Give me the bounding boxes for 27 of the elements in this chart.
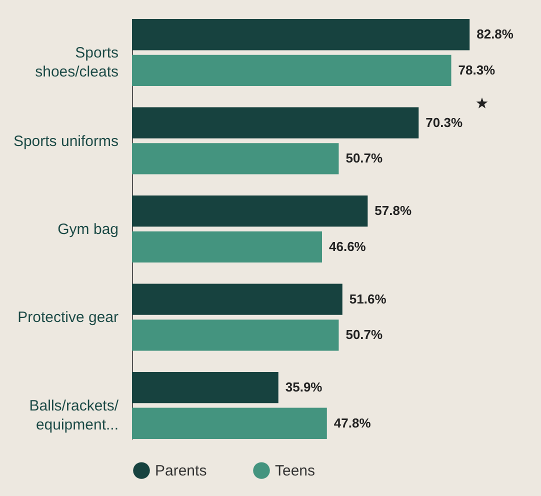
bar xyxy=(132,195,368,227)
y-tick-label: Sports shoes/cleats xyxy=(35,44,118,81)
bar xyxy=(132,372,278,404)
bar xyxy=(132,320,339,351)
data-label: 82.8% xyxy=(476,26,514,42)
data-label: 78.3% xyxy=(458,62,496,78)
data-label: 35.9% xyxy=(285,380,323,395)
y-tick-label: Balls/rackets/equipment... xyxy=(29,397,120,434)
bar xyxy=(132,284,342,315)
data-label: 47.8% xyxy=(334,415,372,430)
bar xyxy=(132,54,452,86)
bar xyxy=(132,107,419,138)
bar xyxy=(132,408,327,439)
bar xyxy=(132,231,322,263)
y-tick-label: Protective gear xyxy=(18,309,118,326)
data-label: 70.3% xyxy=(426,114,463,130)
legend-label: Parents xyxy=(155,462,207,480)
bar xyxy=(132,143,339,174)
data-label: 51.6% xyxy=(349,291,387,306)
legend-label: Teens xyxy=(275,462,316,480)
y-tick-label: Gym bag xyxy=(58,221,118,238)
data-label: 46.6% xyxy=(329,238,366,254)
data-label: 50.7% xyxy=(346,327,384,342)
data-label: 50.7% xyxy=(346,150,384,166)
y-tick-label: Sports uniforms xyxy=(13,132,118,150)
bar xyxy=(132,19,470,50)
data-label: 57.8% xyxy=(374,203,412,218)
